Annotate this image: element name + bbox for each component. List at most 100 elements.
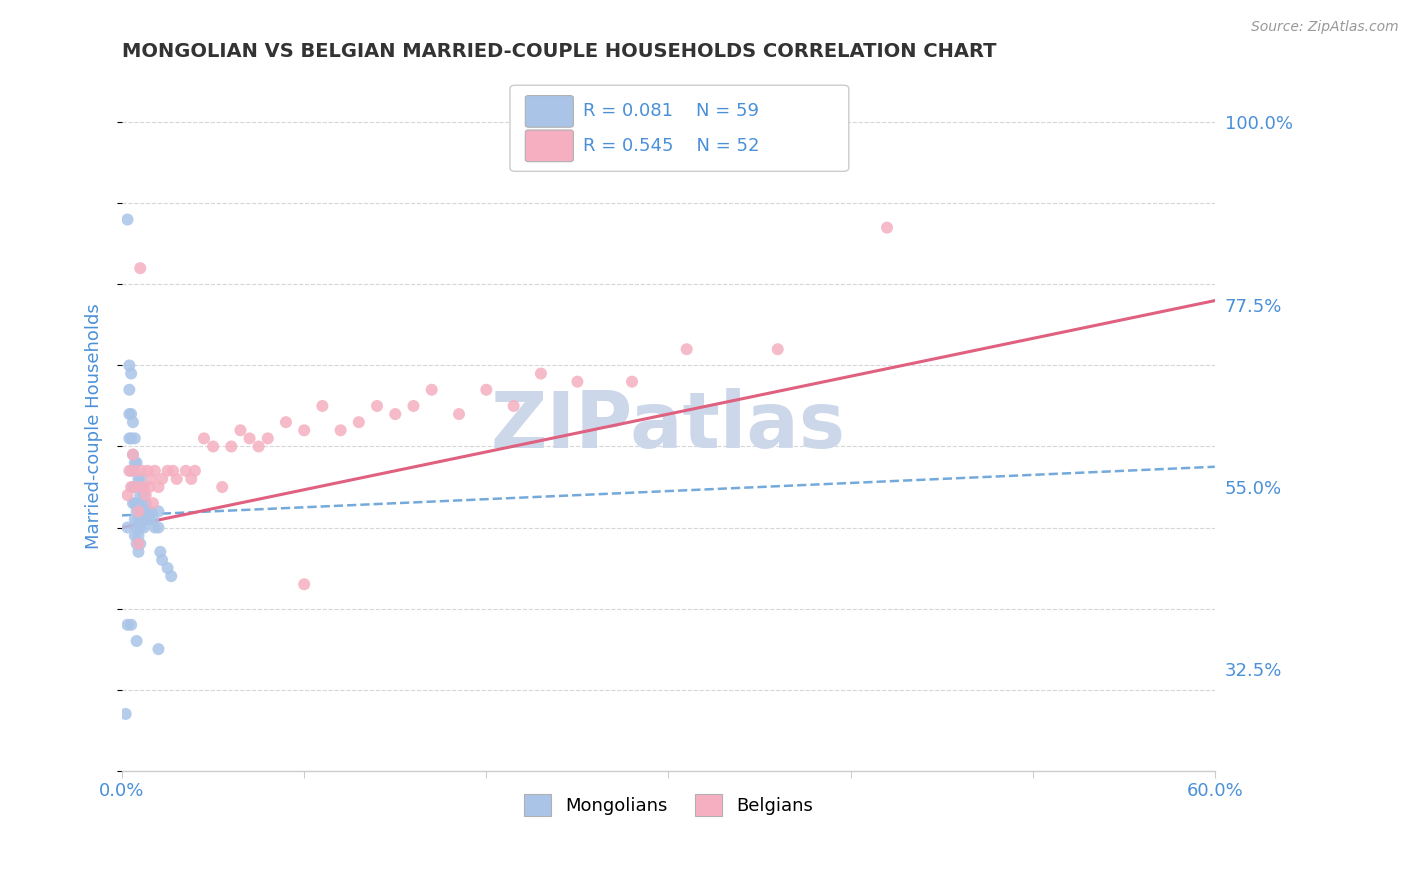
Point	[127, 537, 149, 551]
Point	[148, 504, 170, 518]
Point	[131, 496, 153, 510]
Point	[135, 488, 157, 502]
Point	[675, 343, 697, 357]
Text: R = 0.081    N = 59: R = 0.081 N = 59	[583, 103, 759, 120]
Point	[118, 359, 141, 373]
Point	[129, 504, 152, 518]
Point	[135, 496, 157, 510]
Point	[120, 367, 142, 381]
Point	[221, 440, 243, 454]
Point	[129, 520, 152, 534]
Point	[274, 415, 297, 429]
Point	[567, 375, 589, 389]
Point	[530, 367, 553, 381]
Point	[211, 480, 233, 494]
Point	[127, 472, 149, 486]
Point	[122, 448, 145, 462]
Point	[127, 504, 149, 518]
Point	[127, 496, 149, 510]
Point	[125, 480, 148, 494]
Point	[125, 520, 148, 534]
Point	[120, 407, 142, 421]
Point	[135, 512, 157, 526]
Point	[131, 464, 153, 478]
Point	[136, 464, 159, 478]
Point	[131, 512, 153, 526]
Point	[180, 472, 202, 486]
Point	[129, 537, 152, 551]
Point	[143, 520, 166, 534]
Point	[122, 480, 145, 494]
Point	[141, 504, 163, 518]
FancyBboxPatch shape	[510, 86, 849, 171]
Point	[292, 423, 315, 437]
Point	[256, 431, 278, 445]
Point	[174, 464, 197, 478]
Legend: Mongolians, Belgians: Mongolians, Belgians	[516, 788, 820, 823]
Point	[143, 464, 166, 478]
Point	[447, 407, 470, 421]
FancyBboxPatch shape	[526, 95, 574, 128]
Point	[247, 440, 270, 454]
Point	[117, 212, 139, 227]
Point	[117, 520, 139, 534]
Point	[124, 512, 146, 526]
Point	[475, 383, 498, 397]
Point	[292, 577, 315, 591]
Point	[148, 480, 170, 494]
Point	[129, 488, 152, 502]
Point	[117, 617, 139, 632]
Point	[402, 399, 425, 413]
Point	[122, 496, 145, 510]
Point	[124, 480, 146, 494]
Point	[132, 520, 155, 534]
Point	[118, 407, 141, 421]
Point	[118, 383, 141, 397]
Point	[136, 504, 159, 518]
Point	[138, 512, 160, 526]
Point	[120, 431, 142, 445]
Point	[238, 431, 260, 445]
Point	[166, 472, 188, 486]
Point	[766, 343, 789, 357]
Point	[122, 448, 145, 462]
Point	[127, 512, 149, 526]
Point	[125, 456, 148, 470]
Point	[148, 642, 170, 657]
Point	[347, 415, 370, 429]
Point	[114, 706, 136, 721]
Point	[131, 480, 153, 494]
Point	[420, 383, 443, 397]
Point	[120, 617, 142, 632]
Point	[329, 423, 352, 437]
Point	[142, 512, 165, 526]
Point	[132, 488, 155, 502]
Point	[202, 440, 225, 454]
Point	[129, 472, 152, 486]
Point	[142, 496, 165, 510]
Point	[118, 464, 141, 478]
Text: R = 0.545    N = 52: R = 0.545 N = 52	[583, 136, 759, 155]
Point	[384, 407, 406, 421]
Text: Source: ZipAtlas.com: Source: ZipAtlas.com	[1251, 20, 1399, 34]
Point	[120, 464, 142, 478]
Point	[502, 399, 524, 413]
Point	[125, 634, 148, 648]
Point	[160, 569, 183, 583]
Point	[125, 537, 148, 551]
Point	[127, 528, 149, 542]
FancyBboxPatch shape	[526, 130, 574, 161]
Point	[132, 480, 155, 494]
Y-axis label: Married-couple Households: Married-couple Households	[86, 303, 103, 549]
Point	[124, 456, 146, 470]
Text: MONGOLIAN VS BELGIAN MARRIED-COUPLE HOUSEHOLDS CORRELATION CHART: MONGOLIAN VS BELGIAN MARRIED-COUPLE HOUS…	[122, 42, 997, 61]
Point	[184, 464, 207, 478]
Point	[118, 431, 141, 445]
Point	[124, 496, 146, 510]
Point	[149, 545, 172, 559]
Point	[621, 375, 644, 389]
Point	[150, 472, 173, 486]
Point	[229, 423, 252, 437]
Point	[876, 220, 898, 235]
Point	[127, 545, 149, 559]
